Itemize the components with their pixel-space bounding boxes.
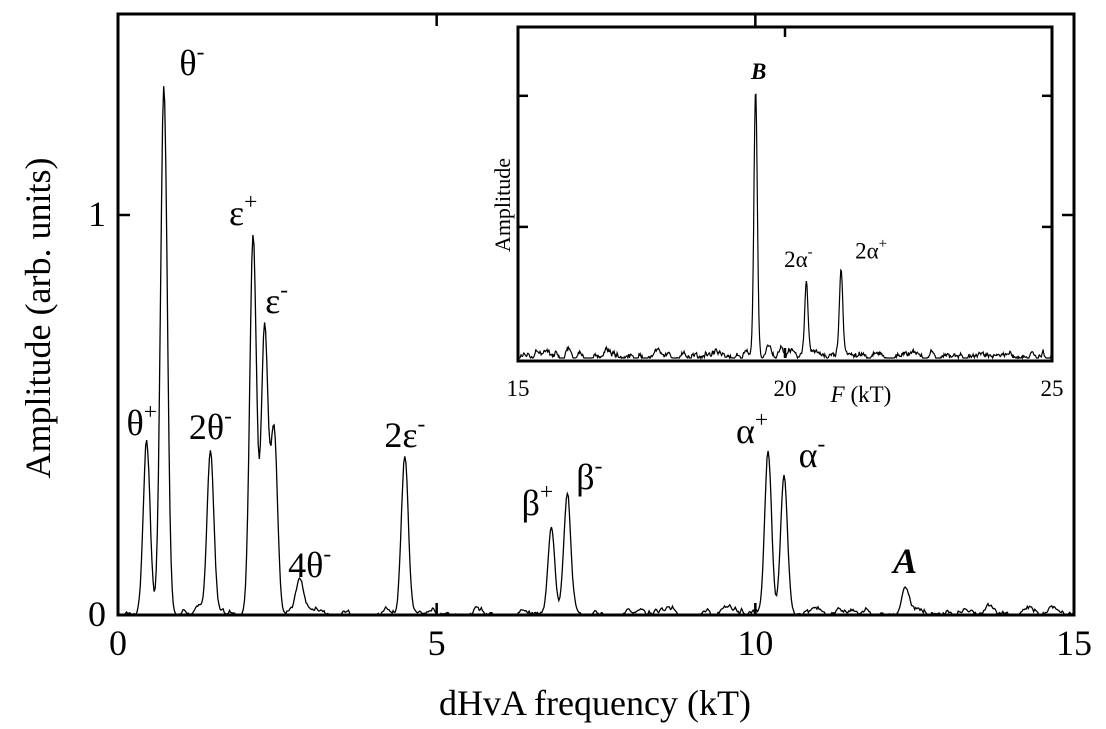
- main-x-tick-label: 5: [428, 623, 446, 663]
- inset-x-axis-label-var: F: [830, 382, 846, 407]
- inset-peak-label-sup: -: [808, 245, 813, 261]
- main-peak-label: ε-: [265, 277, 288, 321]
- main-peak-label-sup: +: [244, 189, 257, 215]
- main-peak-label: α+: [736, 407, 768, 451]
- main-y-axis-label: Amplitude (arb. units): [18, 158, 58, 479]
- inset-x-axis-label-unit: (kT): [845, 382, 892, 407]
- inset-chart: B2α- 2α+ 15 20 25 F (kT) Amplitude: [490, 25, 1064, 407]
- main-chart: θ+θ-2θ-ε+ε-4θ-2ε-β+ β-α+α-A 0 5 10 15 01 dHv…: [18, 12, 1092, 723]
- inset-plot-frame: [516, 25, 1054, 363]
- main-x-tick-label: 10: [737, 623, 773, 663]
- main-y-tick-labels: 01: [88, 194, 106, 634]
- main-peak-label: β-: [576, 453, 602, 497]
- main-y-tick-label: 0: [88, 594, 106, 634]
- inset-x-tick-label: 20: [774, 376, 797, 401]
- main-peak-label: 2ε-: [384, 411, 425, 455]
- inset-x-tick-label: 25: [1041, 376, 1064, 401]
- main-peak-label-text: α: [799, 435, 818, 475]
- main-peak-label-sup: +: [540, 479, 553, 505]
- main-peak-label: θ+: [126, 399, 156, 443]
- main-peak-label-sup: +: [755, 407, 768, 433]
- main-x-axis-label: dHvA frequency (kT): [439, 683, 751, 723]
- inset-peak-label: 2α+: [855, 236, 887, 263]
- inset-x-tick-labels: 15 20 25: [507, 376, 1064, 401]
- main-peak-label-text: A: [891, 541, 917, 581]
- inset-x-tick-label: 15: [507, 376, 530, 401]
- inset-peak-label-text: B: [750, 59, 766, 84]
- inset-peak-label-sup: +: [879, 236, 887, 252]
- main-x-tick-label: 15: [1056, 623, 1092, 663]
- main-peak-label: α-: [799, 431, 826, 475]
- main-ticks: [118, 14, 1074, 615]
- main-peak-label-sup: -: [417, 411, 425, 437]
- main-peak-label-sup: -: [280, 277, 288, 303]
- inset-x-axis-label: F (kT): [830, 382, 892, 407]
- inset-peak-label-text: 2α: [784, 247, 808, 272]
- main-peak-label-text: β: [522, 483, 540, 523]
- main-peak-label-text: 4θ: [288, 545, 323, 585]
- main-peak-label-sup: -: [197, 39, 205, 65]
- main-spectrum-line: [118, 86, 1075, 617]
- inset-peak-label-text: 2α: [855, 239, 879, 264]
- main-peak-label-sup: -: [818, 431, 826, 457]
- main-peak-label: A: [891, 541, 917, 581]
- main-y-tick-label: 1: [88, 194, 106, 234]
- main-peak-label-text: 2θ: [189, 407, 224, 447]
- main-peak-labels: θ+θ-2θ-ε+ε-4θ-2ε-β+ β-α+α-A: [126, 39, 917, 585]
- main-peak-label: θ-: [179, 39, 204, 83]
- inset-spectrum-line: [518, 93, 1053, 361]
- main-peak-label-sup: +: [144, 399, 157, 425]
- inset-y-axis-label: Amplitude: [490, 158, 515, 252]
- main-peak-label-sup: -: [224, 403, 232, 429]
- main-peak-label-text: α: [736, 411, 755, 451]
- main-x-tick-label: 0: [109, 623, 127, 663]
- inset-peak-label: 2α-: [784, 245, 813, 272]
- main-peak-label-text: θ: [179, 43, 196, 83]
- main-plot-frame: [116, 12, 1076, 617]
- main-peak-label-text: ε: [265, 281, 280, 321]
- inset-peak-labels: B2α- 2α+: [750, 59, 887, 272]
- main-peak-label: ε+: [229, 189, 257, 233]
- main-peak-label: β+: [522, 479, 554, 523]
- main-peak-label-text: ε: [229, 193, 244, 233]
- main-x-tick-labels: 0 5 10 15: [109, 623, 1092, 663]
- main-peak-label-text: β: [576, 457, 594, 497]
- main-peak-label-sup: -: [595, 453, 603, 479]
- inset-peak-label: B: [750, 59, 766, 84]
- main-peak-label-sup: -: [323, 541, 331, 567]
- main-peak-label: 4θ-: [288, 541, 331, 585]
- main-peak-label-text: 2ε: [384, 415, 417, 455]
- main-peak-label: 2θ-: [189, 403, 232, 447]
- main-peak-label-text: θ: [126, 403, 143, 443]
